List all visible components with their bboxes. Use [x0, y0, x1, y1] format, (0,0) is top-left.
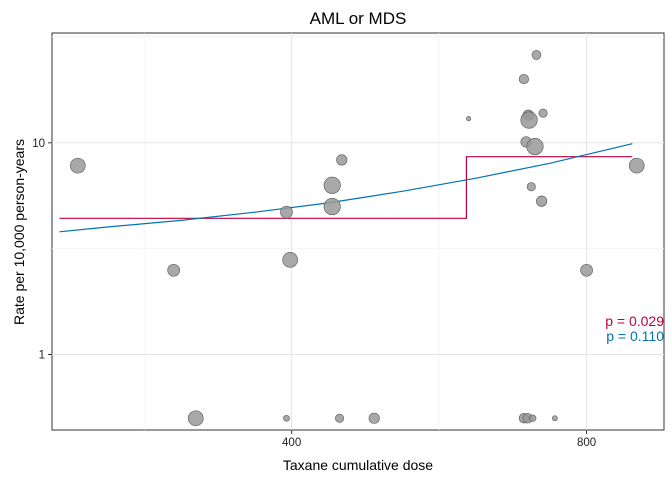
- x-tick-label: 800: [577, 437, 596, 449]
- x-tick-label: 400: [282, 437, 301, 449]
- data-point: [167, 263, 180, 277]
- data-point: [323, 176, 341, 194]
- data-point: [531, 50, 542, 60]
- data-point: [187, 410, 204, 427]
- data-point: [70, 157, 86, 174]
- data-point: [526, 182, 536, 192]
- data-point: [283, 414, 290, 422]
- data-point: [323, 197, 341, 216]
- data-point: [280, 205, 293, 219]
- p-value-step: p = 0.029: [605, 313, 664, 329]
- x-axis: 400 800: [282, 430, 596, 449]
- data-point: [368, 412, 380, 424]
- grid: [52, 33, 664, 430]
- data-point: [520, 111, 538, 129]
- data-point: [536, 195, 548, 207]
- plot-panel: [51, 32, 665, 431]
- y-tick-label: 1: [39, 350, 45, 362]
- data-point: [526, 137, 544, 156]
- data-point: [628, 157, 645, 174]
- data-point: [282, 252, 298, 268]
- y-axis: 1 10: [32, 138, 52, 362]
- y-axis-title: Rate per 10,000 person-years: [11, 139, 27, 325]
- data-point: [552, 415, 558, 422]
- x-axis-title: Taxane cumulative dose: [283, 457, 433, 473]
- data-point: [529, 414, 537, 422]
- data-point: [538, 108, 548, 118]
- chart-title: AML or MDS: [310, 9, 407, 28]
- p-value-trend: p = 0.110: [606, 328, 664, 344]
- data-point: [466, 116, 472, 122]
- data-point: [335, 413, 345, 423]
- data-point: [580, 263, 593, 277]
- step-fit-line: [59, 156, 633, 219]
- data-point: [336, 154, 348, 166]
- data-point: [518, 73, 530, 85]
- y-tick-label: 10: [32, 138, 45, 150]
- data-points: [70, 50, 645, 427]
